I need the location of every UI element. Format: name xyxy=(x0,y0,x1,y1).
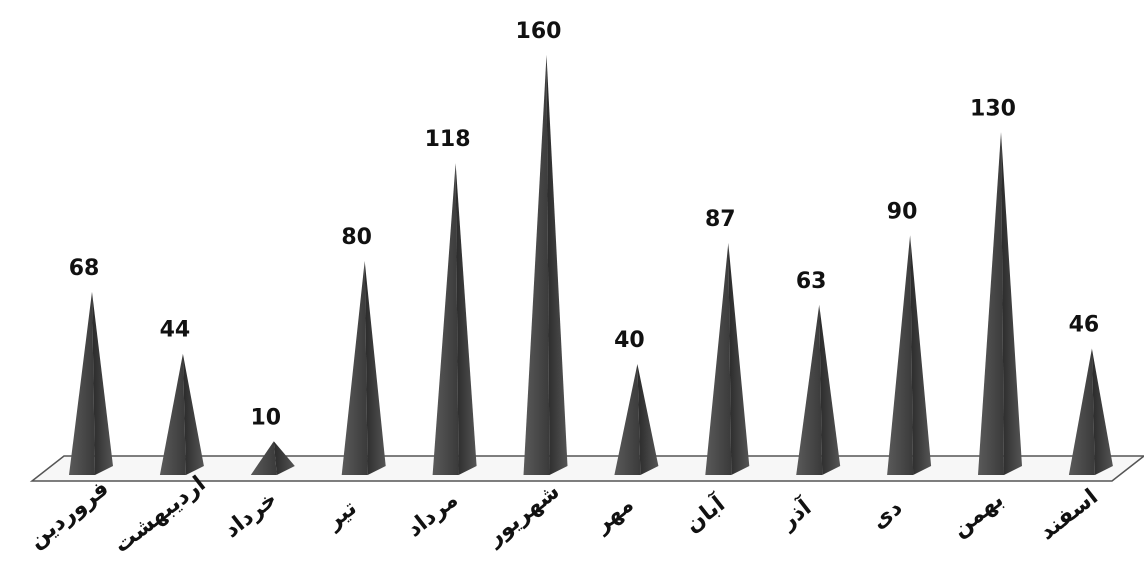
pyramid-right-face xyxy=(1001,132,1022,475)
value-label: 44 xyxy=(160,318,191,343)
value-label: 160 xyxy=(516,19,562,44)
value-label: 40 xyxy=(614,328,645,353)
pyramid-right-face xyxy=(92,291,113,475)
pyramid-bar xyxy=(250,441,295,475)
category-label: بهمن xyxy=(948,487,1009,542)
pyramid-left-face xyxy=(887,235,914,475)
value-label: 130 xyxy=(970,96,1016,121)
pyramid-right-face xyxy=(182,353,204,475)
value-label: 90 xyxy=(887,199,918,224)
pyramid-bar xyxy=(159,353,204,475)
pyramid-right-face xyxy=(910,235,932,475)
category-label: آبان xyxy=(679,489,730,538)
category-label: تیر xyxy=(321,496,362,535)
pyramid-right-face xyxy=(455,163,477,475)
category-label: اردیبهشت xyxy=(109,471,210,558)
pyramid-bar xyxy=(705,242,750,475)
chart-floor xyxy=(29,455,1144,482)
category-label: اسفند xyxy=(1035,484,1103,545)
value-label: 118 xyxy=(425,127,471,152)
pyramid-left-face xyxy=(432,163,459,475)
pyramid-left-face xyxy=(614,364,641,475)
pyramid-bar xyxy=(978,132,1022,475)
pyramid-bar xyxy=(432,163,477,475)
category-label: خرداد xyxy=(220,487,282,543)
value-labels-group: 68 44 10 80 118 160 40 87 63 90 130 46 xyxy=(69,19,1100,430)
pyramid-right-face xyxy=(1091,348,1113,475)
pyramid-left-face xyxy=(705,242,732,475)
category-label: آذر xyxy=(773,493,816,535)
value-label: 46 xyxy=(1069,313,1100,338)
value-label: 80 xyxy=(341,225,372,250)
pyramid-left-face xyxy=(250,441,277,475)
category-label: مهر xyxy=(589,492,638,538)
pyramid-bar xyxy=(1068,348,1113,475)
category-label: دی xyxy=(867,495,907,534)
pyramid-right-face xyxy=(364,261,386,475)
pyramid-left-face xyxy=(1068,348,1095,475)
value-label: 63 xyxy=(796,269,827,294)
pyramid-right-face xyxy=(273,441,295,475)
pyramid-bar xyxy=(523,55,568,475)
value-label: 87 xyxy=(705,207,736,232)
pyramid-left-face xyxy=(69,291,95,475)
pyramid-left-face xyxy=(523,55,550,475)
category-label: شهریور xyxy=(482,479,565,551)
pyramid-right-face xyxy=(728,242,750,475)
pyramid-right-face xyxy=(819,304,841,475)
pyramid-bar xyxy=(614,364,659,475)
value-label: 68 xyxy=(69,256,100,281)
category-label: مرداد xyxy=(402,487,463,542)
pyramid-bar xyxy=(796,304,841,475)
value-label: 10 xyxy=(250,405,281,430)
pyramid-right-face xyxy=(546,55,568,475)
pyramid-left-face xyxy=(341,261,368,475)
pyramid-left-face xyxy=(159,353,186,475)
pyramid-left-face xyxy=(978,132,1004,475)
pyramid-bar xyxy=(69,291,113,475)
category-label: فروردین xyxy=(24,476,113,553)
pyramid-right-face xyxy=(637,364,659,475)
pyramid-left-face xyxy=(796,304,823,475)
pyramid-bar xyxy=(341,261,386,475)
bars-group xyxy=(69,55,1113,475)
pyramid-bar xyxy=(887,235,932,475)
